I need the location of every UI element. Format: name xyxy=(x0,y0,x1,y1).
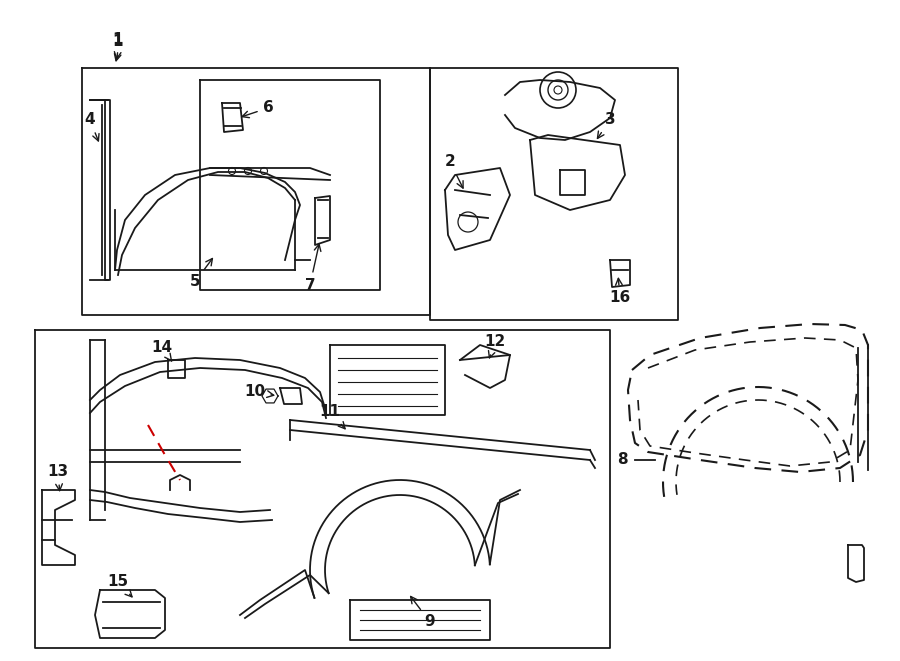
Text: 3: 3 xyxy=(598,112,616,138)
Text: 4: 4 xyxy=(85,112,99,141)
Text: 1: 1 xyxy=(112,32,123,48)
Text: 2: 2 xyxy=(445,155,464,188)
Text: 7: 7 xyxy=(305,244,321,293)
Text: 15: 15 xyxy=(107,574,132,597)
Text: 11: 11 xyxy=(320,405,345,429)
Text: 9: 9 xyxy=(410,596,436,629)
Text: 5: 5 xyxy=(190,258,212,290)
Text: 10: 10 xyxy=(245,385,274,399)
Text: 6: 6 xyxy=(242,100,274,118)
Text: 12: 12 xyxy=(484,334,506,358)
Text: 1: 1 xyxy=(112,34,123,50)
Text: 16: 16 xyxy=(609,278,631,305)
Text: 8: 8 xyxy=(616,453,627,467)
Text: 14: 14 xyxy=(151,340,173,361)
Text: 13: 13 xyxy=(48,465,68,490)
